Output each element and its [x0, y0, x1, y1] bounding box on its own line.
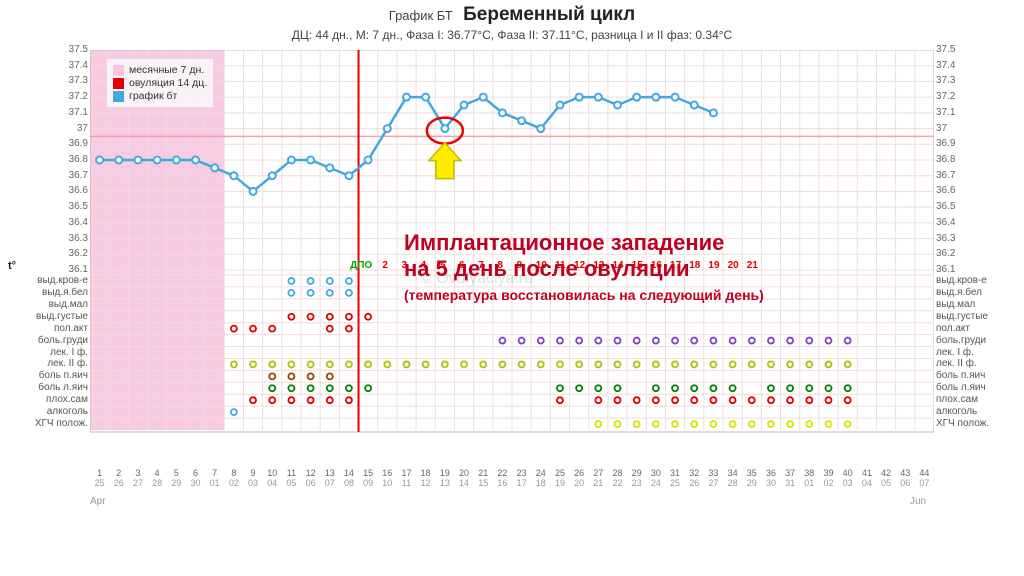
- annotation-line1: Имплантационное западение: [404, 230, 764, 256]
- legend: месячные 7 дн.овуляция 14 дц.график бт: [106, 58, 214, 108]
- annotation-line3: (температура восстановилась на следующий…: [404, 282, 764, 308]
- title-main: Беременный цикл: [463, 4, 635, 25]
- subtitle: ДЦ: 44 дн., М: 7 дн., Фаза I: 36.77°С, Ф…: [0, 28, 1024, 42]
- title-prefix: График БТ: [389, 8, 453, 23]
- month-left: Apr: [90, 496, 106, 507]
- y-axis-caption: t°: [8, 260, 16, 272]
- month-right: Jun: [910, 496, 926, 507]
- chart-header: График БТ Беременный цикл ДЦ: 44 дн., М:…: [0, 0, 1024, 42]
